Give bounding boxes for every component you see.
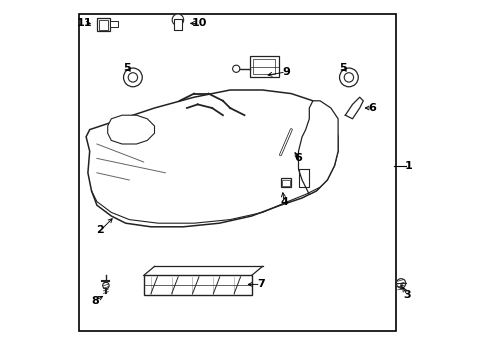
- Text: 4: 4: [280, 197, 287, 207]
- Text: 10: 10: [191, 18, 207, 28]
- Text: 6: 6: [294, 153, 302, 163]
- Circle shape: [232, 65, 239, 72]
- Circle shape: [339, 68, 358, 87]
- Bar: [143, 275, 251, 295]
- Text: 3: 3: [403, 290, 410, 300]
- Bar: [79, 14, 395, 331]
- Polygon shape: [86, 90, 337, 227]
- Text: 2: 2: [97, 225, 104, 235]
- Bar: [97, 18, 110, 31]
- Circle shape: [396, 279, 405, 288]
- Text: 5: 5: [123, 63, 131, 73]
- Bar: [110, 21, 118, 27]
- Text: 11: 11: [77, 18, 92, 28]
- Text: 5: 5: [339, 63, 346, 73]
- Circle shape: [102, 282, 109, 289]
- Bar: [174, 19, 182, 30]
- Polygon shape: [298, 101, 337, 194]
- Bar: [253, 59, 275, 74]
- Text: 9: 9: [282, 67, 289, 77]
- Text: 6: 6: [367, 103, 375, 113]
- Circle shape: [123, 68, 142, 87]
- Bar: [282, 180, 289, 186]
- Text: 7: 7: [256, 279, 264, 289]
- Bar: [280, 178, 291, 187]
- Bar: [249, 56, 278, 77]
- Circle shape: [172, 14, 183, 26]
- Bar: [99, 20, 108, 30]
- Polygon shape: [107, 115, 154, 144]
- Text: 1: 1: [404, 161, 412, 171]
- Text: 8: 8: [91, 296, 99, 306]
